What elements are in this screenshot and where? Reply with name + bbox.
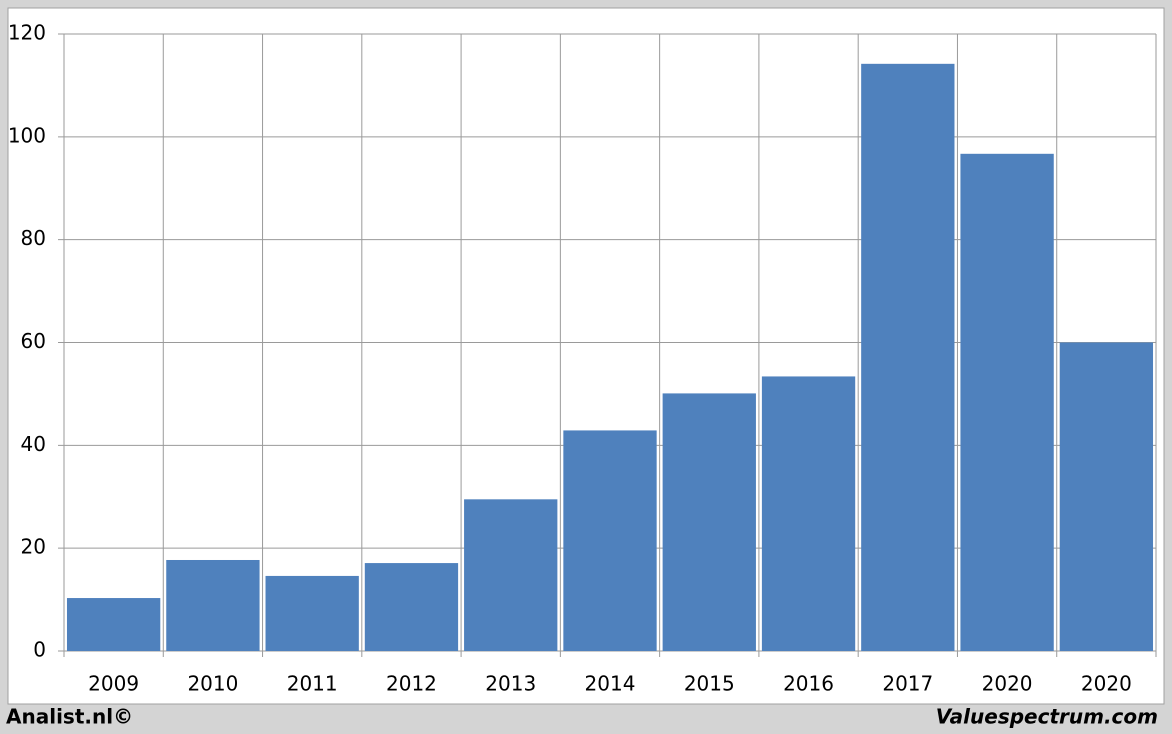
bar xyxy=(265,575,359,651)
y-tick-label: 80 xyxy=(21,226,46,250)
x-tick-label: 2017 xyxy=(882,672,933,696)
y-tick-label: 40 xyxy=(21,432,46,456)
x-tick-label: 2011 xyxy=(287,672,338,696)
footer-right: Valuespectrum.com xyxy=(936,705,1158,729)
x-tick-label: 2010 xyxy=(187,672,238,696)
bar xyxy=(1059,342,1154,651)
x-tick-label: 2013 xyxy=(485,672,536,696)
bar xyxy=(166,559,260,651)
x-tick-label: 2012 xyxy=(386,672,437,696)
y-tick-label: 60 xyxy=(21,329,46,353)
bar xyxy=(563,430,657,651)
x-tick-label: 2009 xyxy=(88,672,139,696)
bar xyxy=(960,153,1054,651)
x-tick-label: 2020 xyxy=(1081,672,1132,696)
y-tick-label: 100 xyxy=(8,123,46,147)
y-tick-label: 120 xyxy=(8,21,46,45)
bar xyxy=(464,499,558,651)
footer-left: Analist.nl© xyxy=(6,705,133,729)
x-tick-label: 2016 xyxy=(783,672,834,696)
bar xyxy=(662,393,756,651)
bar xyxy=(364,563,459,651)
x-tick-label: 2020 xyxy=(982,672,1033,696)
y-tick-label: 20 xyxy=(21,535,46,559)
bar xyxy=(761,376,856,651)
y-tick-label: 0 xyxy=(33,638,46,662)
x-tick-label: 2014 xyxy=(585,672,636,696)
x-tick-label: 2015 xyxy=(684,672,735,696)
bar xyxy=(66,598,161,651)
bar xyxy=(861,63,955,652)
